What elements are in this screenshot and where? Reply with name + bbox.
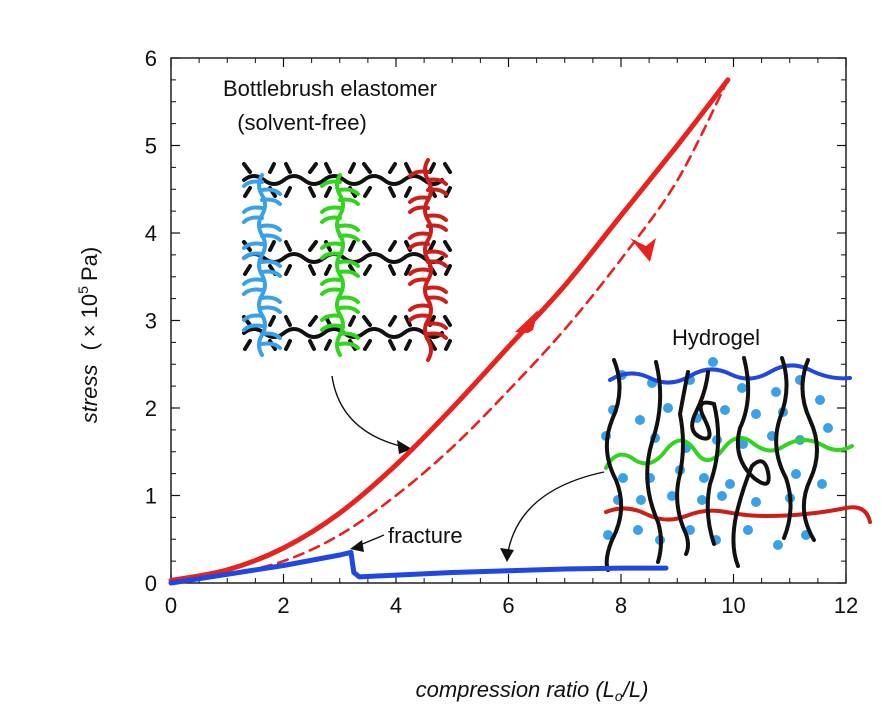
bottlebrush-title: Bottlebrush elastomer (223, 76, 437, 101)
x-axis-title-den: L (629, 677, 641, 702)
fracture-label: fracture (388, 523, 463, 548)
hydrogel-curve (168, 549, 669, 586)
y-axis-title-base: 10 (77, 294, 102, 318)
x-tick-label: 10 (721, 593, 745, 618)
bottlebrush-unloading-curve (169, 78, 730, 583)
x-axis-title-prefix: compression ratio ( (416, 677, 606, 702)
y-axis-title-open: ( (77, 343, 102, 351)
y-axis-title-unit: Pa) (77, 247, 102, 281)
x-axis-title-suffix: ) (638, 677, 648, 702)
annotation-arrows (331, 375, 605, 562)
bottlebrush-pointer-arrowhead (397, 440, 412, 454)
x-tick-label: 0 (165, 593, 177, 618)
y-tick-label: 6 (145, 46, 157, 71)
fracture-pointer-arrow (359, 534, 385, 546)
x-tick-label: 6 (502, 593, 514, 618)
x-tick-label: 4 (390, 593, 402, 618)
axis-ticks (170, 57, 847, 584)
y-tick-label: 4 (145, 221, 157, 246)
x-tick-label: 8 (615, 593, 627, 618)
bottlebrush-pointer-arrow (331, 375, 401, 447)
loading-direction-arrow (515, 310, 538, 333)
hydrogel-pointer-arrowhead (500, 548, 514, 562)
x-tick-label: 2 (277, 593, 289, 618)
bottlebrush-network-illustration (242, 158, 452, 362)
bottlebrush-subtitle: (solvent-free) (237, 110, 367, 135)
x-axis-title-sep: / (621, 677, 631, 702)
y-tick-label: 1 (145, 484, 157, 509)
hydrogel-title: Hydrogel (672, 325, 760, 350)
y-axis-title-times: × (77, 324, 102, 337)
y-tick-label: 2 (145, 396, 157, 421)
y-tick-label: 3 (145, 309, 157, 334)
hydrogel-network-illustration (601, 356, 872, 572)
bottlebrush-loading-curve (168, 77, 731, 583)
series-layer (168, 77, 731, 586)
x-tick-label: 12 (834, 593, 858, 618)
x-axis-title-num-sub: o (615, 688, 623, 704)
y-axis-title-main: stress (77, 365, 102, 424)
x-axis-title: compression ratio (Lo/L) (416, 677, 649, 704)
y-axis-title: stress ( × 105 Pa) (75, 247, 102, 423)
y-tick-label: 5 (145, 134, 157, 159)
unloading-direction-arrow (630, 238, 656, 262)
x-axis-title-num: L (603, 677, 615, 702)
fracture-pointer-arrowhead (350, 540, 364, 552)
y-tick-label: 0 (145, 571, 157, 596)
hydrogel-pointer-arrow (507, 471, 605, 553)
y-axis-title-exp: 5 (75, 286, 91, 294)
